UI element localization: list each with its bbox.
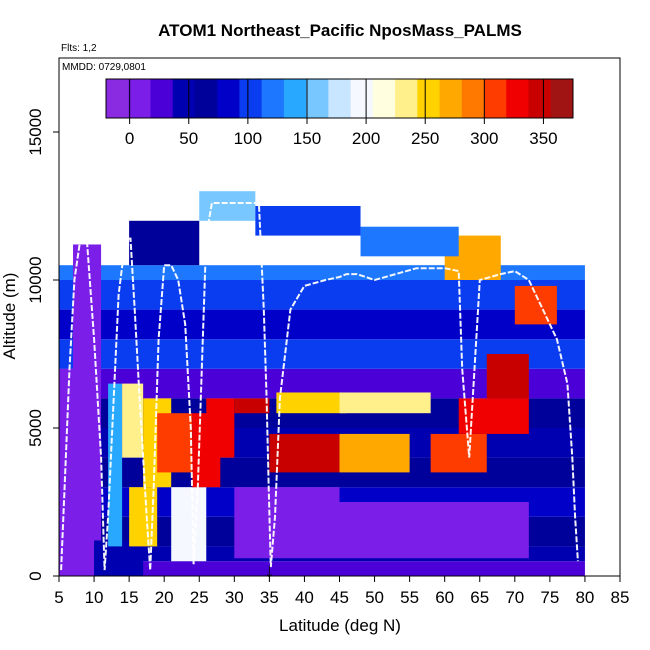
x-tick-label: 10 (85, 588, 104, 607)
colorbar-swatch (106, 79, 129, 118)
colorbar-swatch (417, 79, 441, 118)
colorbar-tick-label: 150 (293, 129, 321, 148)
plot-area: ↓ (59, 191, 585, 582)
x-tick-label: 35 (260, 588, 279, 607)
y-tick-label: 15000 (26, 108, 45, 155)
x-tick-label: 25 (190, 588, 209, 607)
heatmap-band (59, 561, 585, 576)
heatmap-cell (339, 502, 529, 559)
x-tick-label: 75 (540, 588, 559, 607)
colorbar-tick-label: 200 (352, 129, 380, 148)
heatmap-cell (206, 398, 235, 458)
colorbar-tick-label: 250 (411, 129, 439, 148)
x-tick-label: 20 (155, 588, 174, 607)
heatmap-cell (73, 244, 102, 577)
y-tick-label: 5000 (26, 409, 45, 447)
colorbar-swatch (306, 79, 329, 118)
y-axis: 0 5000 10000 15000 (26, 108, 59, 581)
x-axis: 5 10 15 20 25 30 35 40 45 50 55 60 65 70 75 80 85 (54, 576, 629, 607)
colorbar-swatch (550, 79, 574, 118)
colorbar-swatch (328, 79, 352, 118)
colorbar-swatch (283, 79, 307, 118)
colorbar-swatch (350, 79, 374, 118)
y-tick-label: 10000 (26, 256, 45, 303)
x-tick-label: 60 (435, 588, 454, 607)
heatmap-band (59, 265, 585, 280)
colorbar-swatch (172, 79, 196, 118)
colorbar-swatch (461, 79, 485, 118)
heatmap-cell (486, 354, 529, 399)
x-tick-label: 15 (120, 588, 139, 607)
heatmap-cell (234, 487, 340, 559)
date-label: MMDD: 0729,0801 (62, 62, 146, 73)
x-tick-label: 30 (225, 588, 244, 607)
colorbar-swatch (439, 79, 463, 118)
x-tick-label: 70 (505, 588, 524, 607)
x-tick-label: 85 (611, 588, 630, 607)
colorbar-tick-label: 350 (529, 129, 557, 148)
chart-title: ATOM1 Northeast_Pacific NposMass_PALMS (158, 21, 522, 40)
y-axis-label: Altitude (m) (0, 273, 19, 360)
heatmap-cell (430, 433, 487, 473)
colorbar-swatch (217, 79, 240, 118)
heatmap-cell (122, 383, 144, 458)
colorbar-tick-label: 0 (125, 129, 134, 148)
colorbar-swatch (261, 79, 285, 118)
colorbar: 0 50 100 150 200 250 300 350 (105, 78, 574, 148)
x-tick-label: 45 (330, 588, 349, 607)
x-tick-label: 40 (295, 588, 314, 607)
heatmap-cell (339, 392, 431, 414)
heatmap-cell (360, 226, 459, 257)
colorbar-swatch (239, 79, 263, 118)
x-axis-label: Latitude (deg N) (279, 616, 401, 635)
colorbar-swatch (194, 79, 218, 118)
heatmap-cell (276, 392, 347, 414)
y-tick-label: 0 (26, 571, 45, 580)
heatmap-cell (171, 487, 207, 562)
colorbar-swatch (484, 79, 507, 118)
heatmap-cell (199, 191, 256, 221)
colorbar-swatch (128, 79, 151, 118)
x-tick-label: 80 (575, 588, 594, 607)
heatmap-cell (339, 433, 410, 473)
heatmap-cell (269, 433, 340, 473)
location-marker: ↓ (264, 560, 274, 582)
heatmap-cell (157, 413, 193, 473)
x-tick-label: 5 (54, 588, 63, 607)
colorbar-tick-label: 50 (179, 129, 198, 148)
colorbar-swatch (395, 79, 418, 118)
heatmap-cell (234, 398, 270, 414)
heatmap-band (59, 309, 585, 340)
heatmap-band (59, 280, 585, 310)
x-tick-label: 55 (400, 588, 419, 607)
colorbar-swatch (150, 79, 174, 118)
x-tick-label: 50 (365, 588, 384, 607)
colorbar-swatch (372, 79, 396, 118)
flights-label: Flts: 1,2 (61, 43, 97, 54)
heatmap-cell (514, 285, 557, 325)
colorbar-tick-label: 100 (234, 129, 262, 148)
heatmap-cell (458, 398, 529, 434)
colorbar-swatch (506, 79, 530, 118)
colorbar-swatch (528, 79, 552, 118)
colorbar-frame (105, 78, 574, 119)
x-tick-label: 65 (470, 588, 489, 607)
flight-track (60, 202, 579, 571)
heatmap-cell (255, 206, 361, 236)
heatmap-cell (129, 220, 200, 266)
colorbar-tick-label: 300 (470, 129, 498, 148)
